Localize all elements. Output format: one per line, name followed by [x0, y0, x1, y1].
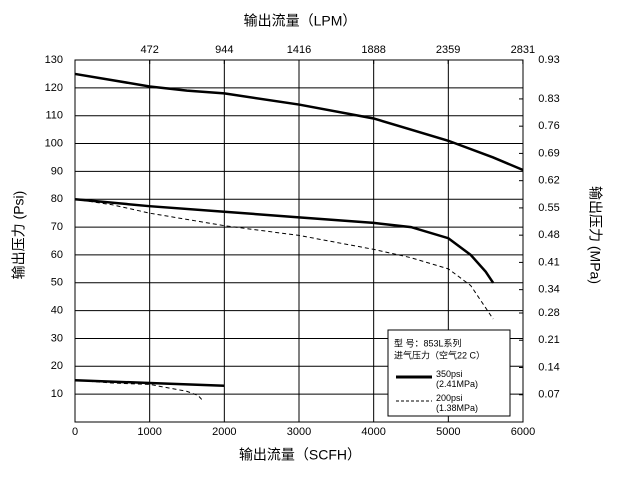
legend-label-line: 350psi	[436, 369, 463, 379]
y-tick-label: 20	[51, 360, 63, 372]
y-tick-label: 100	[45, 137, 63, 149]
y2-tick-label: 0.93	[538, 54, 559, 66]
x-tick-label: 4000	[361, 426, 385, 438]
legend-label: 350psi (2.41MPa)	[436, 369, 478, 389]
y2-tick-label: 0.14	[538, 361, 559, 373]
legend-label-line: 200psi	[436, 393, 463, 403]
x2-tick-label: 1416	[287, 44, 311, 56]
y2-tick-label: 0.07	[538, 389, 559, 401]
x-tick-label: 3000	[287, 426, 311, 438]
y2-tick-label: 0.48	[538, 229, 559, 241]
y-tick-label: 60	[51, 249, 63, 261]
y-tick-label: 10	[51, 388, 63, 400]
y2-tick-label: 0.21	[538, 334, 559, 346]
x-tick-label: 6000	[511, 426, 535, 438]
y-tick-label: 110	[45, 110, 63, 122]
y2-tick-label: 0.28	[538, 307, 559, 319]
y-tick-label: 80	[51, 193, 63, 205]
legend-box	[387, 329, 511, 417]
series-line	[74, 198, 494, 401]
y2-tick-label: 0.69	[538, 147, 559, 159]
x2-axis-title: 输出流量（LPM）	[244, 13, 357, 29]
y-tick-label: 30	[51, 332, 63, 344]
y2-tick-label: 0.55	[538, 202, 559, 214]
x-tick-label: 0	[72, 426, 78, 438]
y-axis-title: 输出压力 (Psi)	[11, 191, 27, 280]
x-tick-label: 1000	[137, 426, 161, 438]
x2-tick-label: 2359	[436, 44, 460, 56]
y2-axis-title: 输出压力 (MPa)	[587, 186, 603, 284]
x2-tick-label: 944	[215, 44, 233, 56]
legend-label-line: (1.38MPa)	[436, 403, 478, 413]
x2-tick-label: 472	[140, 44, 158, 56]
y2-tick-label: 0.62	[538, 175, 559, 187]
legend-label: 200psi (1.38MPa)	[436, 393, 478, 413]
series-line	[74, 72, 524, 388]
x2-tick-label: 1888	[361, 44, 385, 56]
x-axis-title: 输出流量（SCFH）	[239, 447, 361, 463]
y-tick-label: 70	[51, 221, 63, 233]
y-tick-label: 120	[45, 82, 63, 94]
y2-tick-label: 0.83	[538, 93, 559, 105]
legend-title: 型 号：853L系列	[394, 337, 462, 348]
y2-tick-label: 0.34	[538, 284, 559, 296]
legend-label-line: (2.41MPa)	[436, 379, 478, 389]
y2-tick-label: 0.41	[538, 256, 559, 268]
x-tick-label: 2000	[212, 426, 236, 438]
y-tick-label: 40	[51, 305, 63, 317]
y-tick-label: 130	[45, 54, 63, 66]
y-tick-label: 50	[51, 277, 63, 289]
y2-tick-label: 0.76	[538, 120, 559, 132]
y-tick-label: 90	[51, 165, 63, 177]
legend-title: 进气压力（空气22 C）	[394, 349, 485, 360]
x2-tick-label: 2831	[511, 44, 535, 56]
x-tick-label: 5000	[436, 426, 460, 438]
plot-frame	[74, 59, 524, 423]
